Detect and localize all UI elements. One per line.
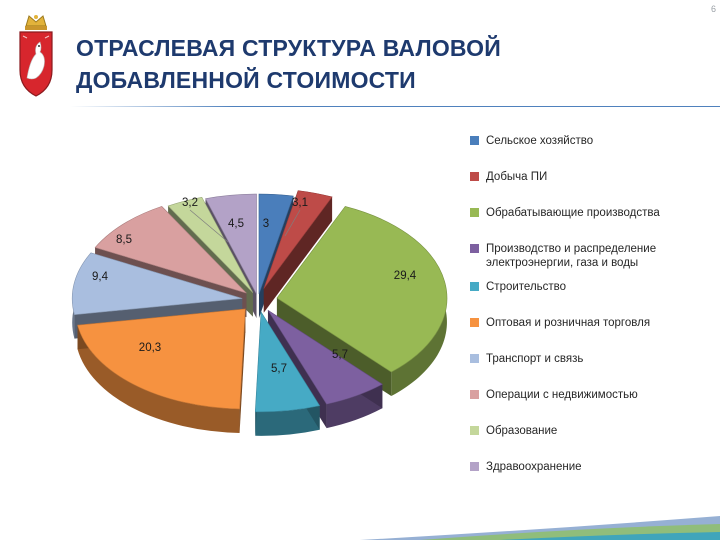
pie-slice xyxy=(77,308,246,410)
title-divider xyxy=(70,106,720,107)
pie-value-label: 29,4 xyxy=(394,270,417,282)
pie-value-label: 4,5 xyxy=(228,218,244,230)
coat-of-arms-icon xyxy=(19,15,53,97)
pie-value-label: 20,3 xyxy=(139,342,161,354)
pie-slice xyxy=(267,310,383,405)
legend-item: Образование xyxy=(470,424,706,438)
legend-label: Добыча ПИ xyxy=(486,171,548,183)
legend-label: Операции с недвижимостью xyxy=(486,389,638,401)
pie-slice xyxy=(71,252,243,315)
pie-slice xyxy=(258,193,294,295)
legend-swatch xyxy=(470,208,479,217)
legend-item: Добыча ПИ xyxy=(470,170,706,184)
legend-swatch xyxy=(470,136,479,145)
legend-label: Образование xyxy=(486,425,558,437)
pie-slice xyxy=(276,206,448,373)
legend-swatch xyxy=(470,462,479,471)
legend-swatch xyxy=(470,390,479,399)
legend-swatch xyxy=(470,172,479,181)
legend-item: Операции с недвижимостью xyxy=(470,388,706,402)
pie-slice xyxy=(205,193,257,295)
legend-item: Сельское хозяйство xyxy=(470,134,706,148)
legend-label: Здравоохранение xyxy=(486,461,582,473)
page-title: ОТРАСЛЕВАЯ СТРУКТУРА ВАЛОВОЙ ДОБАВЛЕННОЙ… xyxy=(76,32,501,96)
pie-value-label: 8,5 xyxy=(116,234,132,246)
legend-label: Сельское хозяйство xyxy=(486,135,594,147)
pie-value-label: 3 xyxy=(263,218,269,230)
legend-item: Транспорт и связь xyxy=(470,352,706,366)
legend-item: Оптовая и розничная торговля xyxy=(470,316,706,330)
title-line-1: ОТРАСЛЕВАЯ СТРУКТУРА ВАЛОВОЙ xyxy=(76,35,501,61)
pie-slice xyxy=(94,206,247,294)
pie-slice xyxy=(263,190,333,289)
legend-swatch xyxy=(470,426,479,435)
legend-swatch xyxy=(470,318,479,327)
legend-item: Обрабатывающие производства xyxy=(470,206,706,220)
legend-label: Оптовая и розничная торговля xyxy=(486,317,651,329)
page-number: 6 xyxy=(710,4,716,14)
legend-label: Производство и распределение электроэнер… xyxy=(486,243,657,269)
legend-swatch xyxy=(470,354,479,363)
pie-chart: 3 3,1 29,4 5,7 5,7 20,3 9,4 8,5 3,2 4,5 xyxy=(71,190,448,436)
leader-line xyxy=(189,209,229,243)
legend-label: Транспорт и связь xyxy=(486,353,584,365)
legend-swatch xyxy=(470,244,479,253)
pie-slice xyxy=(167,196,254,293)
legend-swatch xyxy=(470,282,479,291)
pie-value-label: 5,7 xyxy=(332,349,348,361)
leader-line xyxy=(284,209,301,237)
pie-slice xyxy=(254,310,321,413)
pie-value-label: 3,2 xyxy=(182,197,198,209)
footer-decoration xyxy=(360,516,720,540)
pie-value-label: 9,4 xyxy=(92,271,109,283)
pie-value-label: 3,1 xyxy=(292,197,308,209)
legend-item: Здравоохранение xyxy=(470,460,706,474)
legend-label: Обрабатывающие производства xyxy=(486,207,660,219)
pie-value-label: 5,7 xyxy=(271,363,287,375)
legend-item: Строительство xyxy=(470,280,706,294)
title-line-2: ДОБАВЛЕННОЙ СТОИМОСТИ xyxy=(76,67,416,93)
legend-item: Производство и распределение электроэнер… xyxy=(470,242,706,270)
legend-label: Строительство xyxy=(486,281,567,293)
